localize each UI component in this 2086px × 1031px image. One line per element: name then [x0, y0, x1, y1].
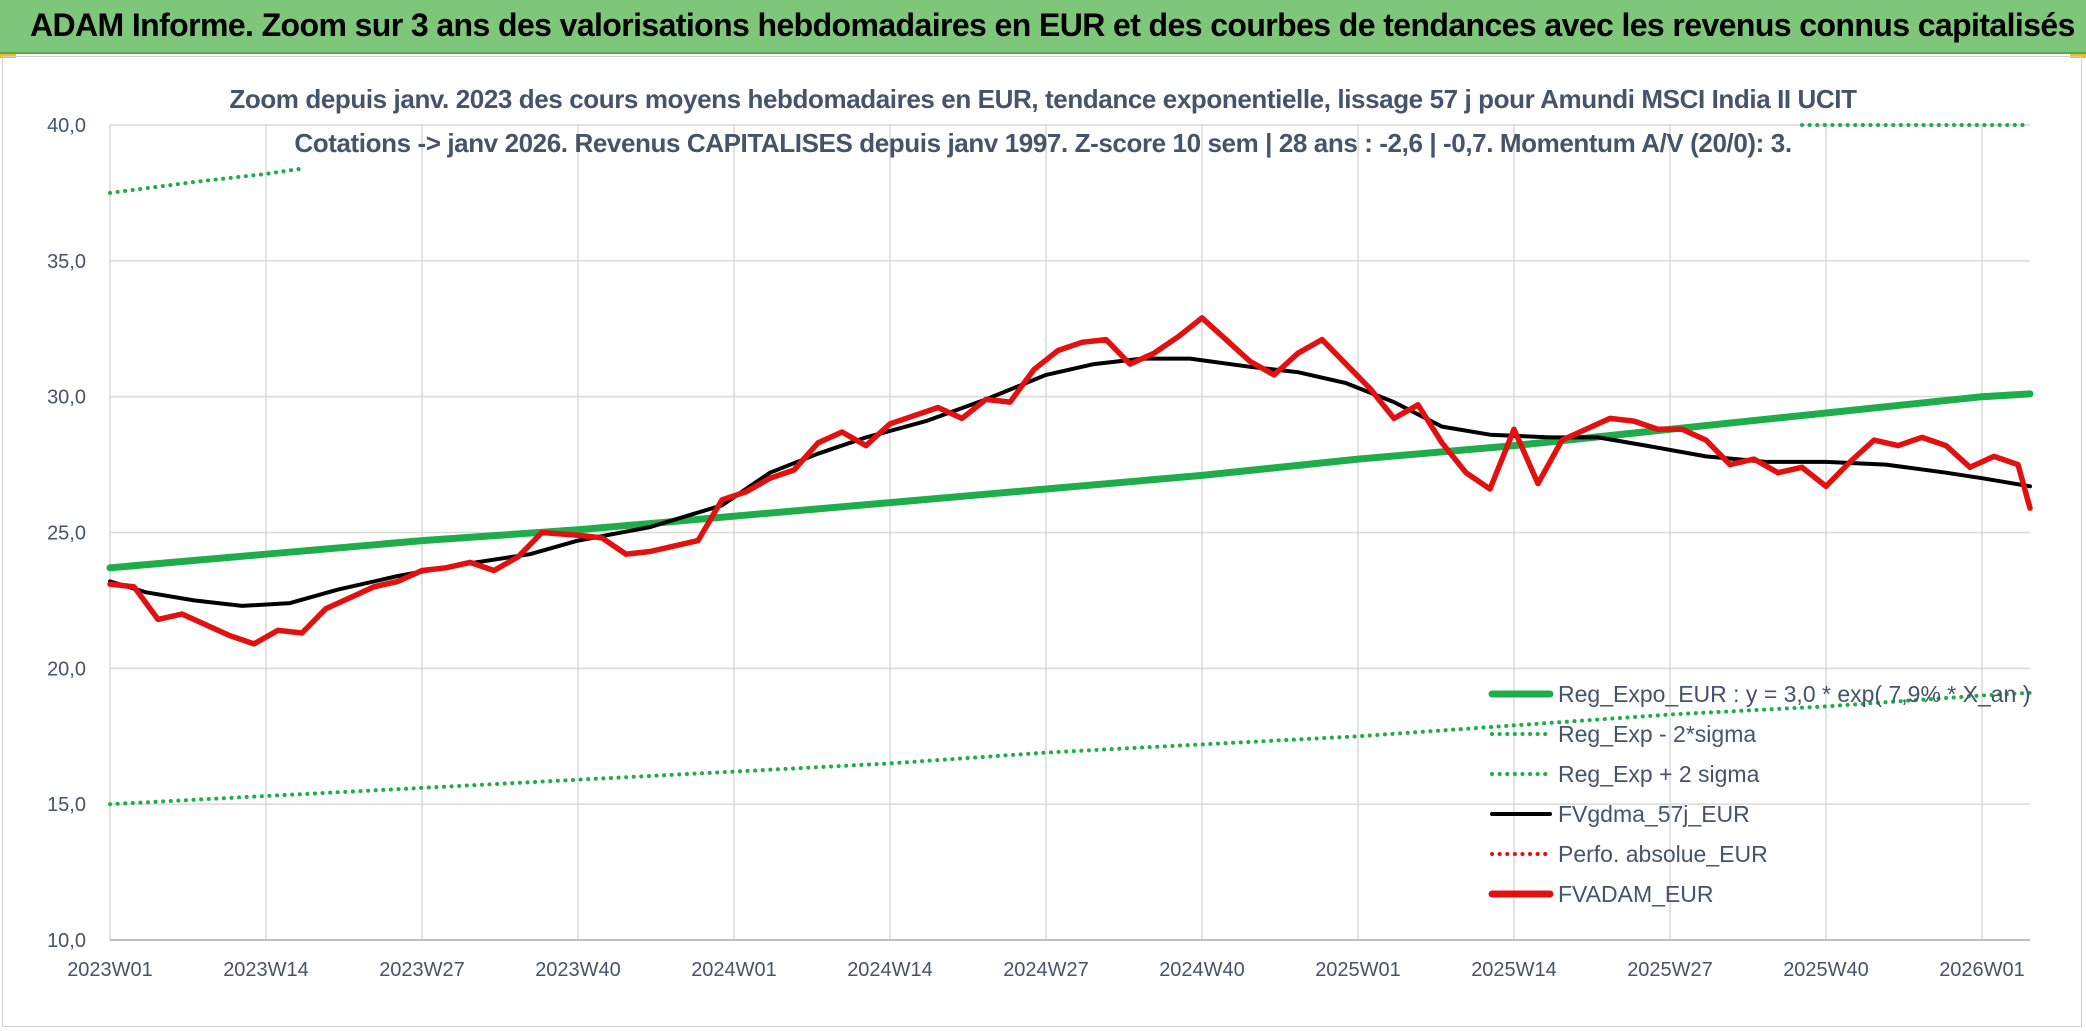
x-tick-label: 2024W14: [847, 959, 933, 981]
y-tick-label: 10,0: [47, 930, 86, 952]
y-tick-label: 20,0: [47, 658, 86, 680]
series-line-minus-2sigma: [108, 690, 2032, 807]
series-line-plus-2sigma: [108, 166, 304, 195]
legend-label: Reg_Exp - 2*sigma: [1558, 721, 1756, 747]
series-line-fvadam: [107, 315, 2033, 647]
x-tick-label: 2023W40: [535, 959, 621, 981]
legend-label: Perfo. absolue_EUR: [1558, 841, 1768, 867]
legend-label: FVADAM_EUR: [1558, 881, 1714, 907]
x-tick-label: 2024W27: [1003, 959, 1089, 981]
series-line-moving-average: [108, 356, 2032, 608]
y-tick-label: 30,0: [47, 387, 86, 409]
report-title: ADAM Informe. Zoom sur 3 ans des valoris…: [30, 7, 2075, 43]
y-tick-label: 25,0: [47, 523, 86, 545]
report-header: ADAM Informe. Zoom sur 3 ans des valoris…: [0, 0, 2086, 54]
x-tick-label: 2025W40: [1783, 959, 1869, 981]
x-tick-label: 2023W27: [379, 959, 465, 981]
y-tick-label: 15,0: [47, 794, 86, 816]
x-tick-label: 2023W01: [67, 959, 153, 981]
legend-label: Reg_Exp + 2 sigma: [1558, 761, 1760, 787]
y-tick-label: 35,0: [47, 251, 86, 273]
series-line-reg-expo: [106, 390, 2034, 572]
x-tick-label: 2025W27: [1627, 959, 1713, 981]
x-tick-label: 2024W01: [691, 959, 777, 981]
chart-frame: [2, 56, 2082, 1027]
y-tick-label: 40,0: [47, 115, 86, 137]
x-tick-label: 2023W14: [223, 959, 309, 981]
chart-subtitle: Cotations -> janv 2026. Revenus CAPITALI…: [294, 128, 1792, 158]
legend-label: Reg_Expo_EUR : y = 3,0 * exp( 7,9% * X_a…: [1558, 681, 2030, 707]
x-tick-label: 2024W40: [1159, 959, 1245, 981]
x-tick-label: 2025W14: [1471, 959, 1557, 981]
legend-label: FVgdma_57j_EUR: [1558, 801, 1750, 827]
chart-title: Zoom depuis janv. 2023 des cours moyens …: [229, 84, 1857, 114]
x-tick-label: 2026W01: [1939, 959, 2025, 981]
x-tick-label: 2025W01: [1315, 959, 1401, 981]
